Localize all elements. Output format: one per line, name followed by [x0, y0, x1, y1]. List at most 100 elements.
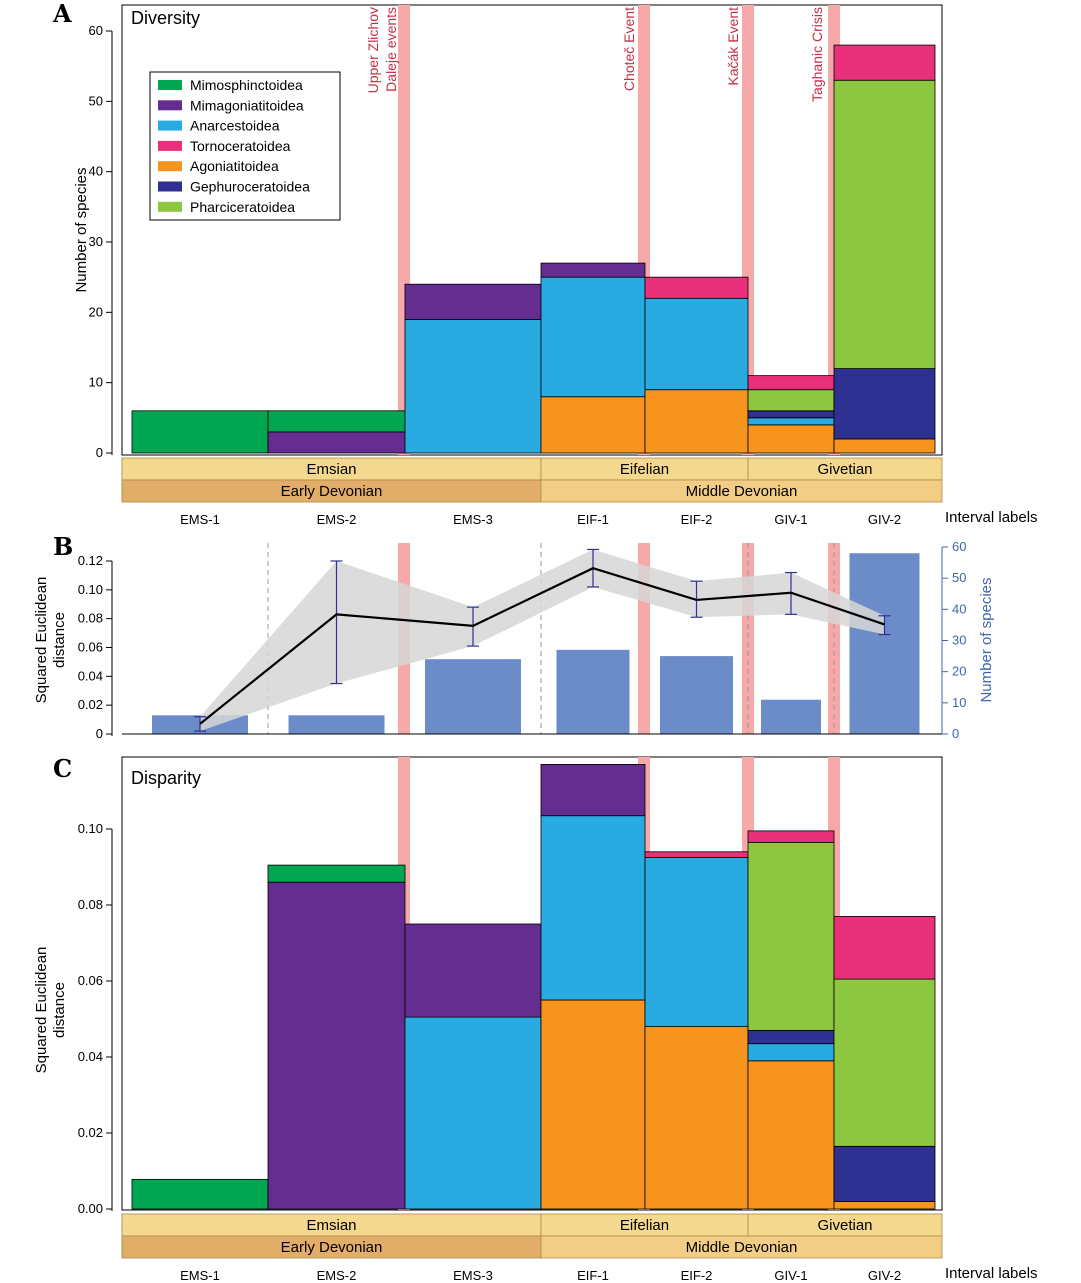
panel-a-frame [121, 4, 943, 456]
y-tick-label: 0.00 [78, 1201, 103, 1216]
epoch-label-early-devonian: Early Devonian [281, 1239, 383, 1256]
panel-letter-b: B [53, 532, 73, 561]
panel-a-y-axis: 0 10 20 30 40 50 60 [89, 23, 113, 460]
species-bar-ems-2 [288, 715, 385, 734]
panel-b-species-bars [152, 553, 920, 734]
event-label-upper-zlichov: Upper Zlichov [365, 7, 381, 93]
bar-segment-ems-2-mimosphinctoidea [267, 864, 406, 883]
legend-label-agoniatitoidea: Agoniatitoidea [190, 158, 279, 174]
legend-swatch-anarcestoidea [158, 120, 182, 131]
y-tick-label: 0.08 [78, 611, 103, 626]
bar-segment-giv-2-pharciceratoidea [833, 978, 936, 1147]
legend-label-gephuroceratoidea: Gephuroceratoidea [190, 179, 310, 195]
panel-a-title: Diversity [131, 8, 200, 28]
bar-segment-eif-2-anarcestoidea [644, 297, 749, 391]
bar-segment-ems-3-mimagoniatitoidea [404, 283, 542, 320]
legend-label-tornoceratoidea: Tornoceratoidea [190, 138, 291, 154]
disparity-line [199, 567, 885, 725]
stage-label-emsian: Emsian [306, 461, 356, 478]
interval-label-ems-1: EMS-1 [180, 512, 220, 527]
y-tick-label: 20 [89, 304, 103, 319]
panel-letter-c: C [53, 754, 72, 783]
interval-label-giv-2: GIV-2 [868, 1268, 901, 1283]
event-label-kacak: Kačák Event [725, 7, 741, 86]
panel-c-ylabel-line1: Squared Euclidean [33, 947, 50, 1074]
bar-segment-ems-2-mimosphinctoidea [267, 410, 406, 433]
species-bar-ems-3 [425, 659, 521, 734]
epoch-band-middle-devonian [540, 1235, 943, 1259]
bar-segment-giv-2-tornoceratoidea [833, 44, 936, 81]
interval-label-giv-2: GIV-2 [868, 512, 901, 527]
stage-label-eifelian: Eifelian [620, 461, 669, 478]
bar-segment-giv-2-agoniatitoidea [833, 438, 936, 454]
interval-label-giv-1: GIV-1 [774, 1268, 807, 1283]
bar-segment-ems-1-mimosphinctoidea [131, 1178, 269, 1210]
legend-swatch-gephuroceratoidea [158, 181, 182, 192]
interval-label-ems-2: EMS-2 [317, 1268, 357, 1283]
bar-segment-giv-2-tornoceratoidea [833, 916, 936, 980]
panel-a-diversity: A 0 10 20 30 40 50 60 Diversity Number of spec… [52, 0, 943, 460]
species-bar-eif-2 [660, 656, 733, 734]
interval-label-ems-3: EMS-3 [453, 512, 493, 527]
panel-b-disparity-line: B 0 0.02 0.04 0.06 0.08 0.10 0.12 0 10 20 30 40 50 6… [33, 532, 995, 741]
bar-segment-giv-2-gephuroceratoidea [833, 368, 936, 440]
legend-swatch-mimosphinctoidea [158, 80, 182, 90]
bar-segment-eif-2-agoniatitoidea [644, 389, 749, 454]
legend-swatch-pharciceratoidea [158, 201, 182, 212]
bar-segment-ems-3-anarcestoidea [404, 318, 542, 454]
epoch-label-middle-devonian: Middle Devonian [686, 1239, 798, 1256]
event-band-taghanic-b [828, 543, 840, 734]
interval-labels-title-a: Interval labels [945, 509, 1038, 526]
species-bar-giv-1 [761, 699, 821, 734]
bar-segment-giv-1-agoniatitoidea [747, 424, 835, 454]
event-label-taghanic: Taghanic Crisis [809, 7, 825, 102]
bar-segment-ems-1-mimosphinctoidea [131, 410, 269, 454]
y-tick-label: 60 [89, 23, 103, 38]
panel-letter-a: A [52, 0, 72, 28]
event-label-chotec: Choteč Event [621, 7, 637, 91]
stage-label-emsian: Emsian [306, 1217, 356, 1234]
bar-segment-giv-1-tornoceratoidea [747, 375, 835, 391]
y-tick-label: 0.02 [78, 1125, 103, 1140]
y-tick-label: 0.04 [78, 1049, 103, 1064]
legend-label-anarcestoidea: Anarcestoidea [190, 118, 280, 134]
y-tick-label: 0 [96, 726, 103, 741]
panel-b-ci-band [200, 549, 885, 732]
y-tick-label: 0.10 [78, 582, 103, 597]
interval-label-eif-1: EIF-1 [577, 512, 609, 527]
panel-b-y-axis-right: 0 10 20 30 40 50 60 [941, 539, 966, 741]
bar-segment-ems-3-mimagoniatitoidea [404, 923, 542, 1018]
y-tick-label: 0.06 [78, 973, 103, 988]
bar-segment-giv-1-gephuroceratoidea [747, 1030, 835, 1045]
epoch-label-early-devonian: Early Devonian [281, 483, 383, 500]
right-tick-label: 0 [952, 726, 959, 741]
right-tick-label: 10 [952, 695, 966, 710]
panel-b-ylabel-line2: distance [51, 612, 68, 668]
y-tick-label: 0.04 [78, 668, 103, 683]
bar-segment-giv-1-anarcestoidea [747, 1043, 835, 1062]
panel-c-y-axis: 0.00 0.02 0.04 0.06 0.08 0.10 [78, 821, 113, 1216]
ci-band-polygon [200, 549, 885, 732]
panel-a-stacked-bars [131, 44, 936, 454]
right-tick-label: 30 [952, 633, 966, 648]
right-tick-label: 20 [952, 664, 966, 679]
bar-segment-giv-1-gephuroceratoidea [747, 410, 835, 419]
panel-a-ylabel: Number of species [73, 167, 90, 292]
panel-b-disparity-line [199, 567, 885, 725]
panel-c-disparity: C 0.00 0.02 0.04 0.06 0.08 0.10 Disparity Squ… [33, 754, 943, 1216]
bar-segment-eif-1-mimagoniatitoidea [540, 764, 646, 817]
interval-label-ems-1: EMS-1 [180, 1268, 220, 1283]
bar-segment-ems-3-anarcestoidea [404, 1016, 542, 1210]
bar-segment-eif-1-agoniatitoidea [540, 999, 646, 1210]
epoch-band-middle-devonian [540, 479, 943, 503]
y-tick-label: 0.02 [78, 697, 103, 712]
right-tick-label: 50 [952, 570, 966, 585]
legend-swatch-mimagoniatitoidea [158, 100, 182, 111]
interval-label-eif-1: EIF-1 [577, 1268, 609, 1283]
right-tick-label: 40 [952, 601, 966, 616]
species-bar-eif-1 [556, 649, 630, 734]
bar-segment-giv-1-anarcestoidea [747, 417, 835, 426]
bar-segment-eif-1-anarcestoidea [540, 815, 646, 1001]
bar-segment-giv-1-agoniatitoidea [747, 1060, 835, 1210]
y-tick-label: 10 [89, 375, 103, 390]
